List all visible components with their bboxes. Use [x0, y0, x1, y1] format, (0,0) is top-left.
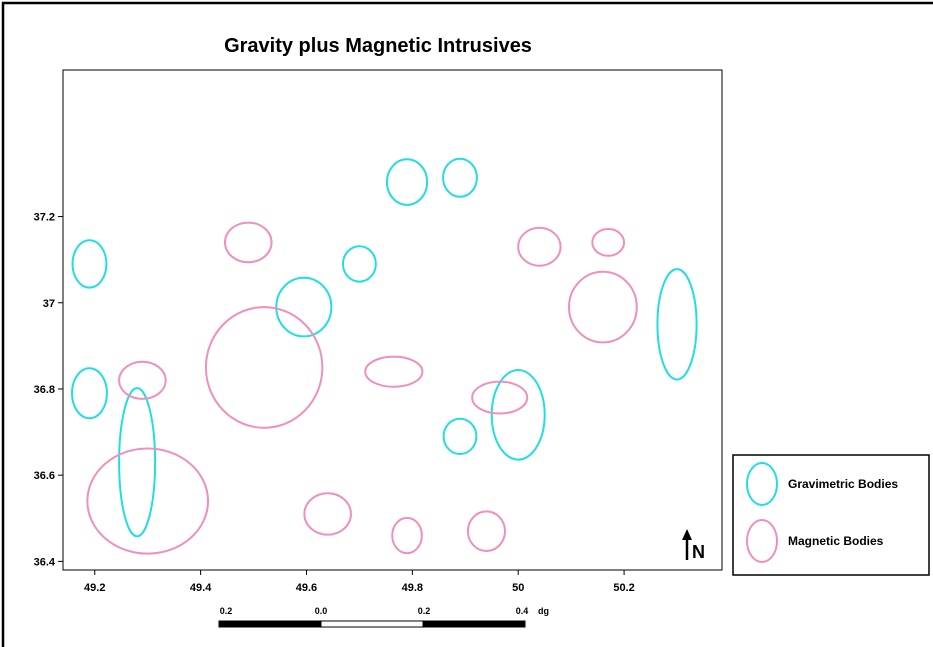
north-arrow-head-icon [682, 529, 692, 540]
legend-magnetic-label: Magnetic Bodies [788, 534, 884, 548]
y-tick-label: 36.8 [34, 384, 55, 396]
gravimetric-body-7 [70, 367, 108, 420]
legend-gravimetric-swatch [746, 462, 778, 506]
magnetic-body-4 [568, 270, 638, 344]
gravimetric-body-2 [442, 157, 478, 198]
scale-bar-segment-3 [422, 620, 526, 628]
legend-magnetic-swatch [746, 519, 778, 563]
magnetic-body-11 [391, 516, 423, 555]
magnetic-body-6 [118, 360, 167, 400]
scale-unit: dg [538, 606, 549, 616]
gravimetric-body-1 [385, 158, 429, 206]
gravimetric-body-10 [442, 417, 478, 456]
y-tick-label: 36.4 [34, 556, 56, 568]
magnetic-body-7 [364, 355, 424, 388]
legend-box [732, 454, 930, 576]
gravimetric-body-8 [118, 387, 157, 538]
magnetic-body-12 [466, 510, 506, 553]
magnetic-body-1 [223, 221, 273, 264]
magnetic-body-3 [591, 228, 626, 257]
plot-frame [62, 69, 723, 571]
magnetic-body-10 [303, 492, 352, 536]
gravimetric-body-6 [656, 268, 698, 381]
scale-bar-segment-1 [218, 620, 322, 628]
magnetic-body-2 [517, 226, 562, 267]
scale-label-3: 0.4 [516, 606, 529, 616]
bodies-layer [70, 157, 698, 555]
scale-bar-segment-2 [320, 620, 424, 628]
map-title: Gravity plus Magnetic Intrusives [224, 35, 532, 57]
magnetic-body-9 [86, 447, 210, 555]
gravimetric-body-4 [342, 245, 377, 283]
magnetic-body-5 [204, 306, 324, 429]
north-label: N [692, 542, 705, 562]
x-tick-label: 50.2 [613, 582, 634, 594]
gravimetric-body-9 [490, 369, 546, 461]
x-tick-label: 49.6 [296, 582, 317, 594]
y-tick-label: 36.6 [34, 470, 55, 482]
x-tick-label: 49.8 [402, 582, 423, 594]
x-tick-label: 49.4 [190, 582, 212, 594]
x-axis: 49.2 49.4 49.6 49.8 50 50.2 [84, 570, 635, 594]
scale-label-1: 0.0 [315, 606, 328, 616]
legend: Gravimetric Bodies Magnetic Bodies [732, 454, 930, 576]
gravimetric-body-3 [71, 239, 108, 289]
x-tick-label: 49.2 [84, 582, 105, 594]
y-tick-label: 37 [43, 298, 55, 310]
scale-label-0: 0.2 [220, 606, 233, 616]
scale-label-2: 0.2 [418, 606, 431, 616]
gravimetric-body-5 [275, 276, 333, 338]
y-tick-label: 37.2 [34, 212, 55, 224]
legend-gravimetric-label: Gravimetric Bodies [788, 477, 898, 491]
north-arrow: N [682, 529, 705, 562]
y-axis: 36.4 36.6 36.8 37 37.2 [34, 212, 63, 568]
x-tick-label: 50 [512, 582, 524, 594]
scale-bar: 0.2 0.0 0.2 0.4 dg [218, 606, 549, 628]
magnetic-body-8 [471, 380, 529, 415]
